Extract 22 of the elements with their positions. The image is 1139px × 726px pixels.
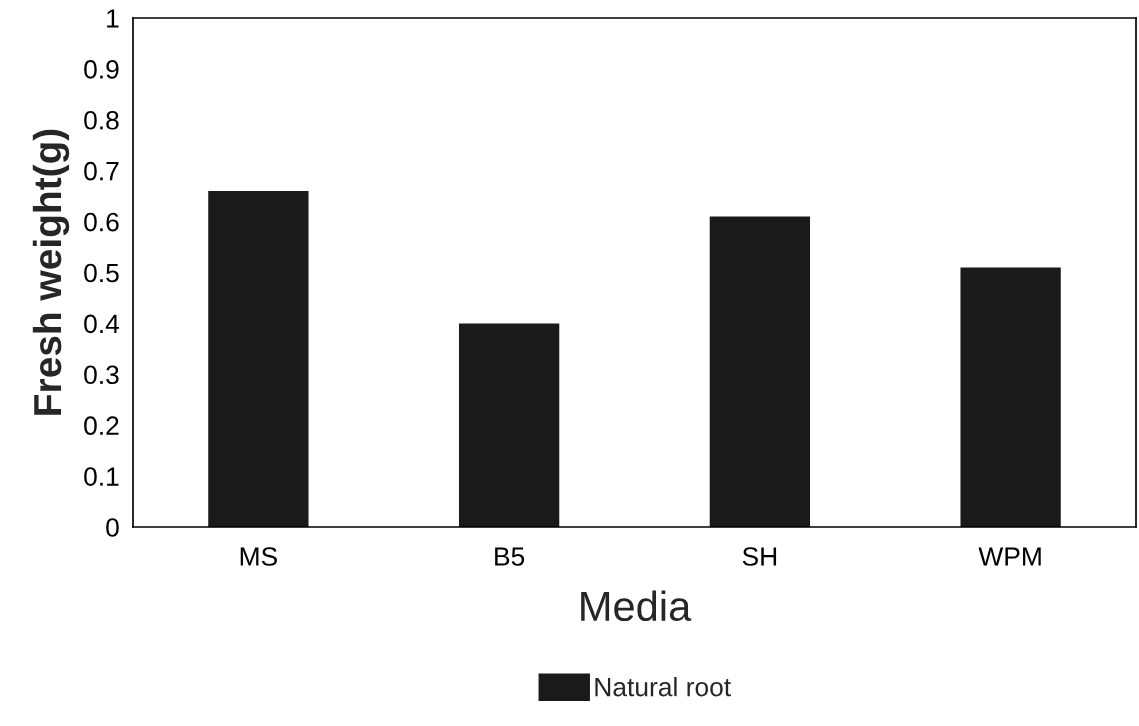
x-tick-label: WPM [978,547,1041,566]
y-tick-label: 0.1 [84,467,119,486]
bar [960,267,1061,527]
bar [208,191,309,527]
y-tick-label: 0.9 [84,60,119,79]
legend-label: Natural root [595,677,731,697]
x-tick-label: B5 [495,547,525,566]
y-tick-label: 0.8 [84,110,119,130]
y-tick-label: 0.7 [84,161,119,181]
y-tick-label: 0.3 [84,365,119,385]
x-axis-title: Media [581,590,692,622]
y-tick-label: 0.2 [84,416,119,436]
y-tick-label: 0.4 [84,314,120,334]
x-tick-label: SH [742,547,777,566]
y-tick-label: 0.5 [84,263,119,283]
x-tick-label: MS [240,547,277,566]
y-tick-label: 1 [107,9,119,28]
bar [458,323,560,527]
y-tick-label: 0 [106,518,119,537]
y-axis-title: Fresh weight(g) [32,129,70,415]
bar [709,216,811,527]
y-tick-label: 0.6 [84,212,119,232]
